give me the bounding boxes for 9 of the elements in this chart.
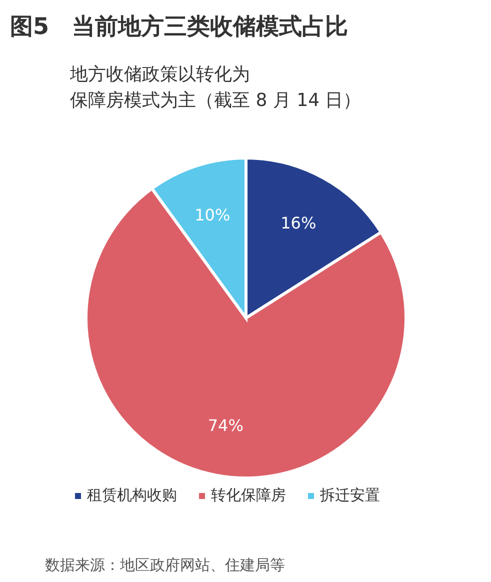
data-label: 10% <box>194 206 230 225</box>
data-label: 74% <box>208 416 244 435</box>
legend-label: 租赁机构收购 <box>87 486 177 504</box>
legend-label: 转化保障房 <box>211 486 286 504</box>
chart-subtitle: 地方收储政策以转化为保障房模式为主（截至 8 月 14 日） <box>69 64 362 111</box>
data-label: 16% <box>280 214 316 233</box>
legend-label: 拆迁安置 <box>319 486 380 504</box>
source-note: 数据来源：地区政府网站、住建局等 <box>45 556 285 574</box>
chart-title: 图5 当前地方三类收储模式占比 <box>10 13 348 40</box>
